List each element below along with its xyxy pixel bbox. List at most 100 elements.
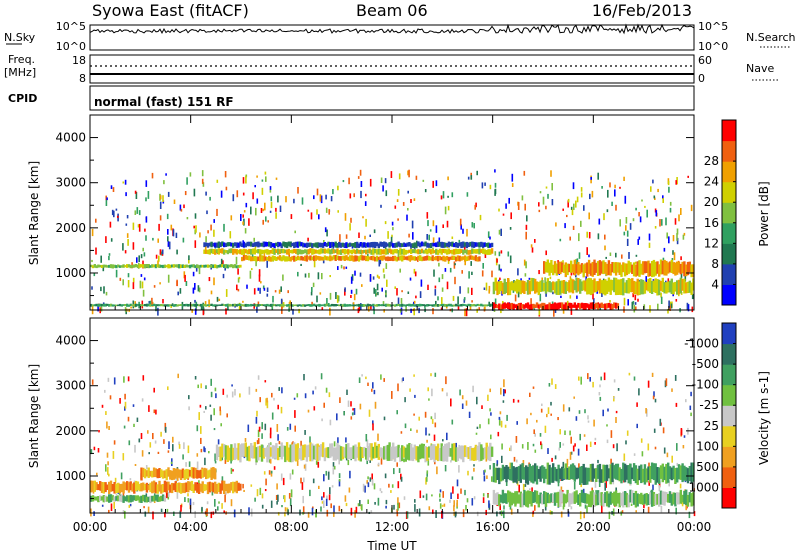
scatter-cell [122,243,124,251]
band-cell [350,255,354,261]
scatter-cell [130,306,132,309]
band-cell [539,303,542,308]
scatter-cell [106,452,109,458]
band-cell [293,255,296,262]
band-cell [393,304,397,307]
band-cell [251,445,255,459]
band-cell [291,304,294,307]
band-cell [158,468,161,478]
scatter-cell [619,186,621,189]
band-cell [284,304,287,306]
scatter-cell [442,191,445,199]
scatter-cell [184,274,186,282]
band-cell [483,447,487,459]
scatter-cell [601,186,603,189]
band-cell [629,262,632,273]
scatter-cell [560,295,562,298]
scatter-cell [435,510,437,518]
scatter-cell [147,506,150,514]
scatter-cell [445,376,447,385]
band-cell [95,496,98,501]
band-cell [406,304,409,306]
scatter-cell [557,260,559,263]
scatter-cell [138,438,141,443]
band-cell [194,467,197,479]
scatter-cell [157,451,160,454]
band-cell [510,302,513,309]
nsearch-tick-bottom: 10^0 [698,40,728,53]
band-cell [386,243,389,247]
scatter-cell [176,279,178,286]
band-cell [122,495,125,503]
band-cell [228,447,231,461]
band-cell [348,242,352,247]
band-cell [503,493,506,503]
scatter-cell [586,247,588,255]
band-cell [163,480,167,492]
scatter-cell [258,426,261,432]
band-cell [692,492,695,506]
scatter-cell [93,273,96,277]
band-cell [133,264,136,268]
scatter-cell [409,277,412,281]
scatter-cell [580,187,583,192]
band-cell [636,261,639,276]
scatter-cell [500,228,502,236]
band-cell [652,259,656,277]
band-cell [663,282,666,294]
scatter-cell [265,216,267,222]
band-cell [490,303,494,307]
band-cell [341,304,345,307]
scatter-cell [683,435,686,438]
band-cell [293,442,296,461]
scatter-cell [367,482,370,488]
band-cell [217,446,220,457]
band-cell [296,255,300,261]
scatter-cell [266,400,269,409]
band-cell [521,304,524,309]
band-cell [505,493,508,504]
scatter-cell [441,287,444,292]
scatter-cell [261,422,263,430]
band-cell [341,242,345,247]
band-cell [420,443,424,459]
scatter-cell [211,490,214,496]
band-cell [609,303,612,310]
scatter-cell [200,305,203,311]
band-cell [562,280,566,294]
band-cell [214,304,217,307]
scatter-cell [324,227,327,233]
band-cell [417,255,420,260]
band-cell [440,304,443,306]
scatter-cell [328,392,331,398]
scatter-cell [337,437,339,444]
band-cell [397,303,400,306]
scatter-cell [256,198,259,204]
scatter-cell [502,307,504,311]
colorbar-cell [722,263,736,285]
band-cell [147,496,150,502]
band-cell [582,264,585,278]
band-cell [223,480,226,494]
scatter-cell [309,436,311,443]
scatter-cell [167,236,169,242]
scatter-cell [312,478,315,484]
band-cell [284,242,287,248]
scatter-cell [465,505,467,511]
scatter-cell [397,250,400,259]
band-cell [203,264,206,268]
scatter-cell [385,499,388,505]
band-cell [102,495,105,503]
band-cell [474,249,478,254]
band-cell [505,465,508,483]
band-cell [449,448,452,457]
band-cell [134,495,138,501]
scatter-cell [489,465,491,470]
scatter-cell [608,511,611,520]
band-cell [257,249,260,254]
band-cell [546,304,549,310]
band-cell [674,492,677,507]
band-cell [178,469,181,478]
scatter-cell [498,229,501,235]
band-cell [217,241,220,248]
